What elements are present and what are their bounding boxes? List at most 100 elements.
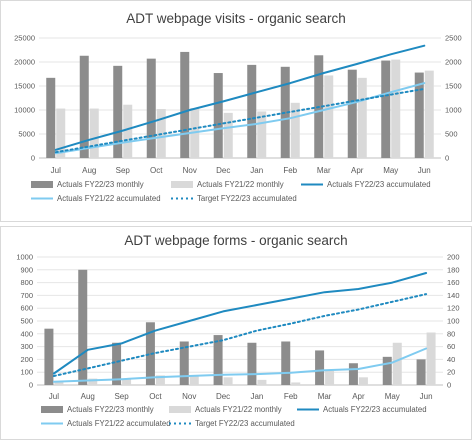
line-target-fy2223-accumulated xyxy=(54,87,426,154)
bar-fy2122-monthly xyxy=(325,370,335,385)
bar-fy2122-monthly xyxy=(392,342,402,385)
bar-fy2122-monthly xyxy=(88,378,98,385)
legend-label: Actuals FY22/23 monthly xyxy=(67,405,154,414)
bar-fy2223-monthly xyxy=(315,350,325,385)
x-tick-label: Jun xyxy=(418,166,431,175)
y-right-tick-label: 0 xyxy=(447,381,451,390)
x-tick-label: Jan xyxy=(250,392,263,401)
y-left-tick-label: 200 xyxy=(20,355,33,364)
y-left-tick-label: 0 xyxy=(31,154,35,163)
x-tick-label: Nov xyxy=(183,166,197,175)
bar-fy2223-monthly xyxy=(46,77,56,158)
x-tick-label: Mar xyxy=(318,392,332,401)
legend-label: Actuals FY21/22 monthly xyxy=(195,405,282,414)
bar-fy2223-monthly xyxy=(247,64,257,158)
y-left-tick-label: 700 xyxy=(20,291,33,300)
line-target-fy2223-accumulated xyxy=(52,293,428,377)
bar-fy2122-monthly xyxy=(391,59,401,158)
x-tick-label: Dec xyxy=(216,166,230,175)
legend-label: Target FY22/23 accumulated xyxy=(197,194,297,203)
visits-chart-panel: ADT webpage visits - organic search 0 5000… xyxy=(0,0,472,222)
y-left-tick-label: 800 xyxy=(20,278,33,287)
bar-fy2122-monthly xyxy=(89,108,99,158)
y-left-tick-label: 1000 xyxy=(16,253,33,262)
bar-fy2223-monthly xyxy=(179,341,189,385)
bar-fy2122-monthly xyxy=(223,112,233,158)
bar-fy2223-monthly xyxy=(145,322,155,385)
y-right-tick-label: 1500 xyxy=(445,82,462,91)
y-left-tick-label: 600 xyxy=(20,304,33,313)
y-right-tick-label: 120 xyxy=(447,304,460,313)
x-tick-label: Jan xyxy=(250,166,263,175)
bar-fy2223-monthly xyxy=(113,65,123,158)
bar-fy2223-monthly xyxy=(347,69,357,158)
y-left-tick-label: 5000 xyxy=(18,130,35,139)
x-tick-label: Feb xyxy=(284,392,298,401)
bar-fy2223-monthly xyxy=(381,60,391,159)
y-right-tick-label: 100 xyxy=(447,317,460,326)
x-tick-label: Jul xyxy=(49,392,59,401)
x-tick-label: Mar xyxy=(317,166,331,175)
bar-fy2223-monthly xyxy=(79,55,89,159)
bar-fy2122-monthly xyxy=(291,382,301,385)
bar-fy2223-monthly xyxy=(213,335,223,385)
x-tick-label: Sep xyxy=(114,392,129,401)
line-fy2223-accumulated xyxy=(54,44,426,151)
y-right-tick-label: 2500 xyxy=(445,34,462,43)
x-tick-label: May xyxy=(385,392,400,401)
line-fy2223-accumulated xyxy=(52,272,428,375)
bar-fy2122-monthly xyxy=(426,332,436,385)
y-left-tick-label: 0 xyxy=(29,381,33,390)
bar-fy2223-monthly xyxy=(281,341,291,385)
bar-fy2122-monthly xyxy=(290,102,300,158)
y-left-tick-label: 20000 xyxy=(14,58,35,67)
y-right-tick-label: 2000 xyxy=(445,58,462,67)
legend-swatch xyxy=(169,406,191,413)
y-right-tick-label: 0 xyxy=(445,154,449,163)
bar-fy2122-monthly xyxy=(56,108,66,158)
y-left-tick-label: 900 xyxy=(20,265,33,274)
bar-fy2122-monthly xyxy=(123,104,133,158)
x-tick-label: Jul xyxy=(51,166,61,175)
legend-swatch xyxy=(171,181,193,188)
legend-label: Actuals FY21/22 monthly xyxy=(197,180,284,189)
x-tick-label: Nov xyxy=(182,392,196,401)
y-left-tick-label: 100 xyxy=(20,368,33,377)
legend-swatch xyxy=(31,181,53,188)
forms-chart-panel: ADT webpage forms - organic search 0 100 20… xyxy=(0,226,472,440)
y-right-tick-label: 60 xyxy=(447,342,455,351)
bar-fy2223-monthly xyxy=(180,51,190,158)
y-right-tick-label: 200 xyxy=(447,253,460,262)
y-left-tick-label: 25000 xyxy=(14,34,35,43)
y-right-tick-label: 1000 xyxy=(445,106,462,115)
bar-fy2122-monthly xyxy=(122,379,132,385)
bar-fy2122-monthly xyxy=(155,375,165,385)
x-tick-label: Aug xyxy=(81,392,95,401)
x-tick-label: Dec xyxy=(216,392,230,401)
y-right-tick-label: 80 xyxy=(447,329,455,338)
y-right-tick-label: 40 xyxy=(447,355,455,364)
legend-label: Actuals FY22/23 accumulated xyxy=(327,180,431,189)
bar-fy2122-monthly xyxy=(357,77,367,158)
bar-fy2122-monthly xyxy=(324,75,334,158)
x-tick-label: Aug xyxy=(82,166,96,175)
bar-fy2122-monthly xyxy=(358,377,368,385)
bar-fy2122-monthly xyxy=(257,379,267,385)
bar-fy2223-monthly xyxy=(414,72,424,158)
bar-fy2223-monthly xyxy=(78,269,88,385)
legend-swatch xyxy=(41,406,63,413)
y-right-tick-label: 20 xyxy=(447,368,455,377)
bar-fy2122-monthly xyxy=(189,375,199,385)
x-tick-label: Oct xyxy=(149,392,162,401)
y-left-tick-label: 10000 xyxy=(14,106,35,115)
y-left-tick-label: 500 xyxy=(20,317,33,326)
x-tick-label: Jun xyxy=(420,392,433,401)
chart-title: ADT webpage visits - organic search xyxy=(126,11,346,26)
forms-chart: ADT webpage forms - organic search 0 100 20… xyxy=(16,233,460,428)
bar-fy2223-monthly xyxy=(348,363,358,385)
chart-title: ADT webpage forms - organic search xyxy=(124,233,347,248)
visits-chart: ADT webpage visits - organic search 0 5000… xyxy=(14,11,462,203)
bar-fy2223-monthly xyxy=(382,356,392,385)
y-left-tick-label: 15000 xyxy=(14,82,35,91)
line-fy2122-accumulated xyxy=(52,347,428,383)
